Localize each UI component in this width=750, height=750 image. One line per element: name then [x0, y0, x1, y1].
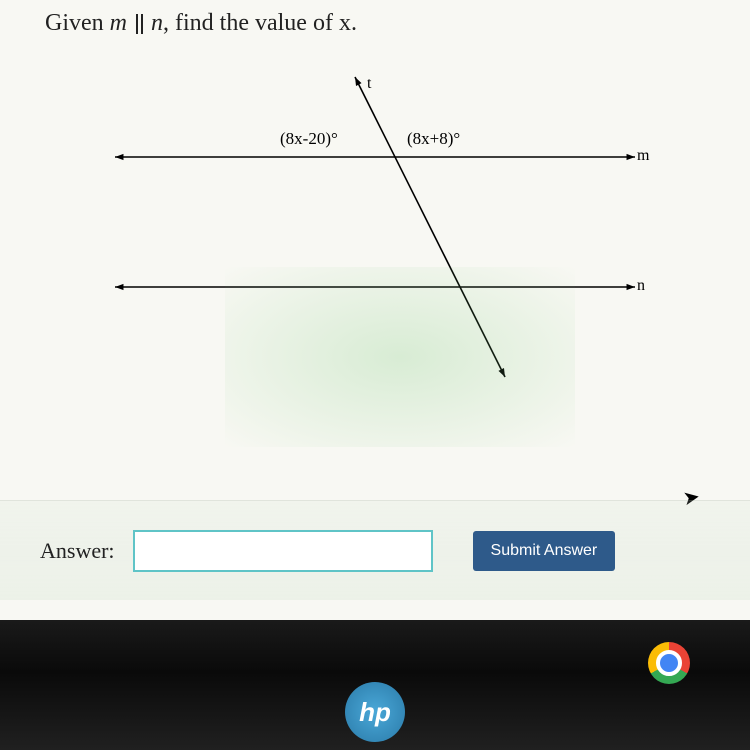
- diagram-svg: [75, 67, 675, 397]
- geometry-diagram: (8x-20)° (8x+8)° t m n: [75, 67, 675, 397]
- desk-surface: hp: [0, 620, 750, 750]
- q-suffix: , find the value of x.: [163, 10, 357, 36]
- hp-logo-icon: hp: [345, 682, 405, 742]
- angle-right-label: (8x+8)°: [407, 129, 460, 149]
- angle-left-label: (8x-20)°: [280, 129, 338, 149]
- problem-page: Given m n, find the value of x. (8x-20)°…: [0, 0, 750, 620]
- q-prefix: Given: [45, 10, 110, 36]
- answer-input[interactable]: [133, 530, 433, 572]
- transversal-label: t: [367, 75, 371, 93]
- line-m-label: m: [637, 147, 649, 165]
- parallel-icon: [133, 14, 145, 34]
- chrome-icon: [648, 642, 690, 684]
- q-var2: n: [151, 10, 163, 36]
- q-var1: m: [110, 10, 127, 36]
- answer-bar: Answer: Submit Answer: [0, 500, 750, 600]
- submit-button[interactable]: Submit Answer: [473, 531, 616, 571]
- question-text: Given m n, find the value of x.: [45, 10, 720, 37]
- line-n-label: n: [637, 277, 645, 295]
- answer-label: Answer:: [40, 538, 115, 564]
